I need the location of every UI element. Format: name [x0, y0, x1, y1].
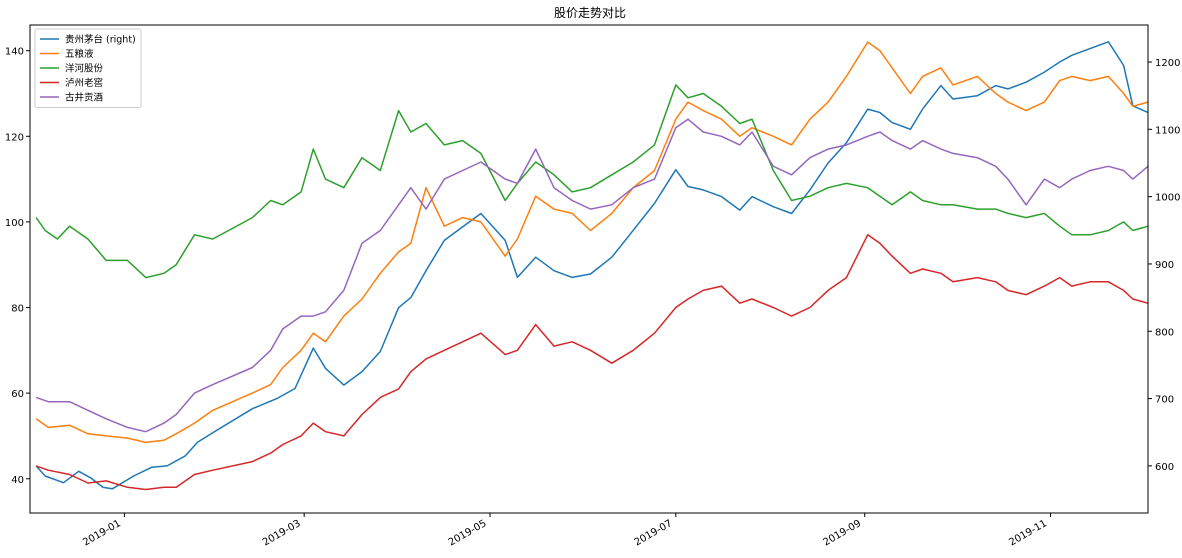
series-line-4 — [35, 234, 1149, 491]
series-line-3 — [35, 84, 1149, 279]
legend-label-1: 贵州茅台 (right) — [65, 34, 136, 46]
series-line-1 — [35, 41, 1149, 490]
right-y-tick-label: 800 — [1155, 327, 1174, 338]
left-y-tick-label: 60 — [11, 389, 24, 400]
left-y-tick-label: 120 — [5, 132, 24, 143]
left-y-tick-label: 80 — [11, 304, 24, 315]
right-y-tick-label: 1000 — [1155, 193, 1180, 204]
x-axis: 2019-01 2019-03 2019-05 2019-07 2019-09 2019-… — [81, 513, 1052, 548]
x-tick-label: 2019-01 — [81, 518, 123, 548]
x-tick-label: 2019-05 — [447, 518, 489, 548]
left-y-tick-label: 100 — [5, 218, 24, 229]
legend-label-3: 洋河股份 — [65, 63, 104, 75]
right-y-tick-label: 1200 — [1155, 58, 1180, 69]
x-tick-label: 2019-11 — [1007, 518, 1049, 548]
left-y-tick-label: 40 — [11, 475, 24, 486]
right-y-tick-label: 600 — [1155, 462, 1174, 473]
left-y-tick-label: 140 — [5, 47, 24, 58]
right-y-axis: 600 700 800 900 1000 1100 1200 — [1148, 58, 1180, 473]
chart-title: 股价走势对比 — [554, 6, 626, 20]
right-y-tick-label: 1100 — [1155, 125, 1180, 136]
left-y-axis: 40 60 80 100 120 140 — [5, 47, 30, 486]
series-line-5 — [35, 118, 1149, 433]
series-lines — [35, 41, 1149, 491]
x-tick-label: 2019-07 — [633, 518, 675, 548]
x-tick-label: 2019-03 — [261, 518, 303, 548]
series-line-2 — [35, 41, 1149, 444]
plot-frame — [29, 24, 1149, 514]
legend-label-4: 泸州老窖 — [65, 77, 103, 89]
legend-label-2: 五粮液 — [65, 48, 94, 60]
legend-box — [34, 28, 142, 108]
right-y-tick-label: 700 — [1155, 395, 1174, 406]
right-y-tick-label: 900 — [1155, 260, 1174, 271]
legend-label-5: 古井贡酒 — [65, 92, 104, 104]
x-tick-label: 2019-09 — [821, 518, 863, 548]
